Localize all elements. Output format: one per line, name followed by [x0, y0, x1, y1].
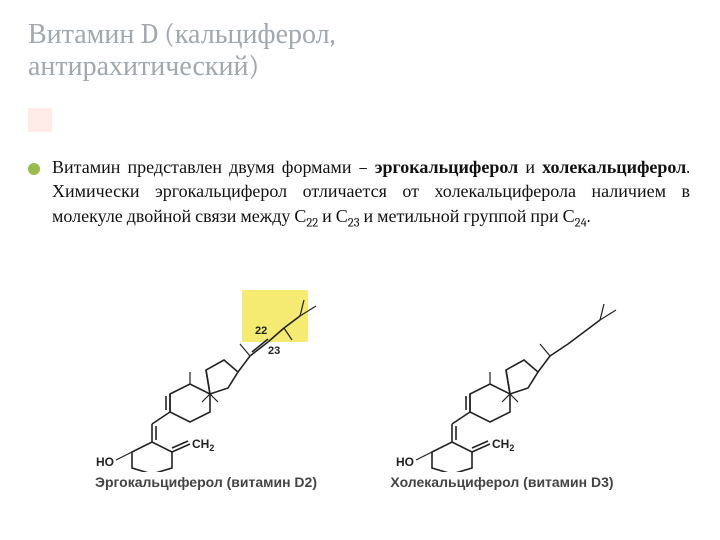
- para-b2: холекальциферол: [542, 157, 686, 178]
- caption-cholecalciferol: Холекальциферол (витамин D3): [382, 474, 622, 490]
- paragraph: Витамин представлен двумя формами – эрго…: [52, 156, 690, 232]
- figure-area: HO CH2: [92, 282, 632, 512]
- molecule-cholecalciferol: HO CH2: [392, 282, 632, 472]
- para-t4: и С: [318, 206, 348, 227]
- para-t6: .: [587, 206, 591, 227]
- slide: Витамин D (кальциферол, антирахитический…: [0, 0, 720, 540]
- para-b1: эргокальциферол: [375, 157, 518, 178]
- bullet-icon: [28, 163, 40, 175]
- highlight-region: [242, 290, 308, 342]
- para-t2: и: [518, 157, 542, 178]
- c23-label: 23: [268, 345, 280, 357]
- ho-label-right: HO: [396, 455, 414, 469]
- c22-label: 22: [255, 325, 267, 337]
- ch2-label-left: CH2: [192, 437, 214, 453]
- para-s1: 22: [306, 216, 318, 230]
- para-s2: 23: [348, 216, 360, 230]
- ch2-label-right: CH2: [492, 437, 514, 453]
- para-t1: Витамин представлен двумя формами –: [52, 157, 375, 178]
- slide-title: Витамин D (кальциферол, антирахитический…: [28, 18, 528, 82]
- molecule-ergocalciferol: HO CH2: [92, 282, 332, 472]
- bullet-row: Витамин представлен двумя формами – эрго…: [28, 156, 690, 232]
- ho-label-left: HO: [96, 455, 114, 469]
- para-s3: 24: [575, 216, 587, 230]
- body-block: Витамин представлен двумя формами – эрго…: [28, 156, 690, 232]
- cholecalciferol-svg: HO CH2: [392, 282, 632, 472]
- ergocalciferol-svg: HO CH2: [92, 282, 332, 472]
- caption-ergocalciferol: Эргокальциферол (витамин D2): [86, 474, 326, 490]
- para-t5: и метильной группой при С: [360, 206, 575, 227]
- accent-square: [28, 108, 52, 132]
